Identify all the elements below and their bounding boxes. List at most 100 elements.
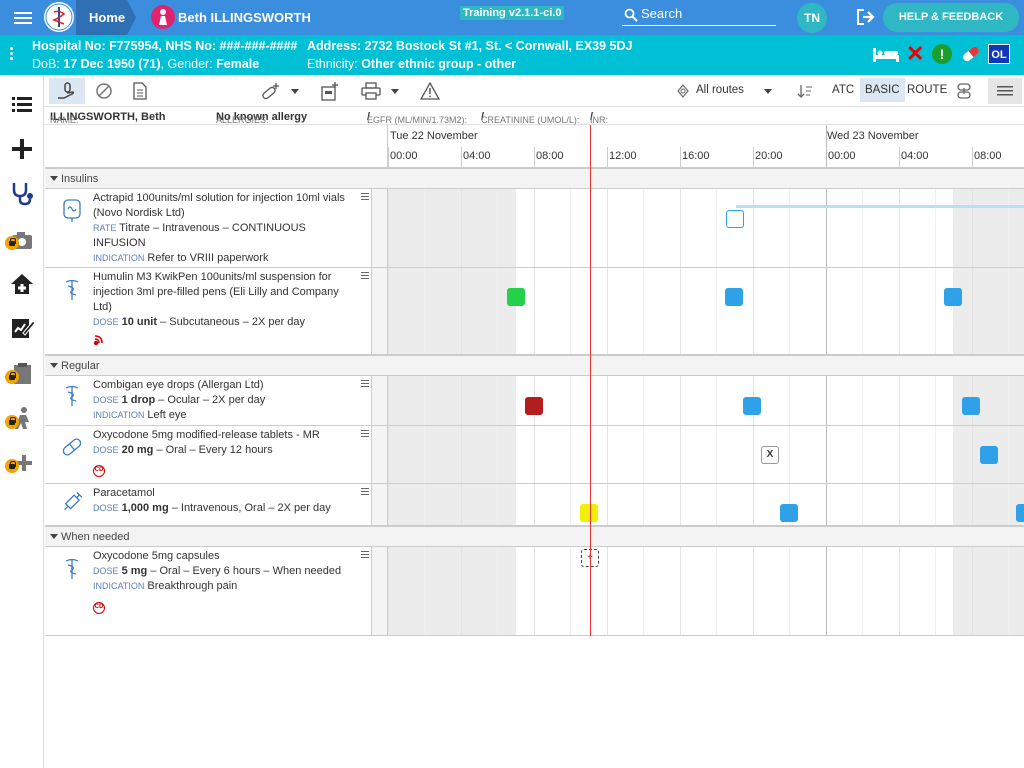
administration-scheduled[interactable] (1016, 504, 1024, 522)
pill-plus-icon (262, 83, 279, 100)
basic-view-button[interactable]: BASIC (860, 78, 905, 102)
document-button[interactable] (129, 78, 151, 104)
egfr-info: EGFR (ML/MIN/1.73M2): / (367, 111, 468, 125)
drug-name: Humulin M3 KwikPen 100units/ml suspensio… (93, 271, 339, 313)
infusion-start-marker[interactable] (726, 210, 744, 228)
more-vertical-icon[interactable] (10, 47, 14, 62)
patient-banner: Hospital No: F775954, NHS No: ###-###-##… (0, 35, 1024, 75)
infusion-bar (736, 205, 1024, 208)
cancel-button[interactable] (91, 78, 117, 104)
row-menu-icon[interactable] (361, 193, 369, 202)
row-menu-icon[interactable] (361, 430, 369, 439)
row-menu-icon[interactable] (361, 488, 369, 497)
print-dropdown[interactable] (391, 89, 399, 94)
hour-label: 16:00 (682, 150, 710, 162)
add-icon[interactable] (9, 136, 35, 162)
caduceus-icon (65, 558, 79, 579)
timeline-header: Tue 22 November Wed 23 November 00:00 04:… (45, 125, 1024, 168)
ol-badge[interactable]: OL (988, 44, 1010, 64)
hour-label: 00:00 (390, 150, 418, 162)
add-medication-dropdown[interactable] (291, 89, 299, 94)
current-time-line (590, 125, 591, 636)
section-regular[interactable]: Regular (45, 355, 1024, 376)
drug-name: Oxycodone 5mg modified-release tablets -… (93, 429, 320, 441)
pill-icon[interactable] (960, 44, 982, 64)
patient-name[interactable]: Beth ILLINGSWORTH (178, 10, 311, 25)
medication-row-oxycodone-mr[interactable]: Oxycodone 5mg modified-release tablets -… (45, 426, 1024, 484)
list-icon[interactable] (9, 92, 35, 118)
link-icon[interactable] (956, 82, 972, 100)
lock-icon (5, 370, 19, 384)
patient-address: Address: 2732 Bostock St #1, St. < Cornw… (307, 39, 633, 53)
row-menu-icon[interactable] (361, 272, 369, 281)
training-badge: Training v2.1.1-ci.0 (460, 6, 565, 20)
add-medication-button[interactable] (259, 78, 283, 104)
administration-scheduled[interactable] (980, 446, 998, 464)
controlled-drug-badge: CD (93, 465, 105, 477)
atc-view-button[interactable]: ATC (832, 84, 855, 96)
administration-scheduled[interactable] (725, 288, 743, 306)
app-logo (44, 2, 74, 32)
section-insulins[interactable]: Insulins (45, 168, 1024, 189)
home-button[interactable] (76, 0, 136, 35)
home-label[interactable]: Home (89, 10, 126, 25)
medication-row-oxycodone-caps[interactable]: Oxycodone 5mg capsules DOSE 5 mg – Oral … (45, 547, 1024, 636)
search-input[interactable]: Search (622, 6, 776, 26)
stethoscope-icon[interactable] (9, 180, 35, 206)
drug-name: Combigan eye drops (Allergan Ltd) (93, 379, 264, 391)
sort-icon[interactable] (797, 83, 813, 99)
search-icon (624, 8, 638, 22)
warning-triangle-icon (420, 82, 440, 100)
medication-chart: Insulins Actrapid 100units/ml solution f… (45, 125, 1024, 636)
medication-row-combigan[interactable]: Combigan eye drops (Allergan Ltd) DOSE 1… (45, 376, 1024, 426)
alert-x-icon[interactable]: ✕ (906, 41, 925, 66)
bed-icon[interactable] (872, 45, 900, 63)
medication-row-paracetamol[interactable]: Paracetamol DOSE 1,000 mg – Intravenous,… (45, 484, 1024, 526)
print-button[interactable] (358, 78, 384, 104)
lock-icon (5, 236, 19, 250)
home-plus-icon[interactable] (9, 271, 35, 297)
allergies-info: ALLERGIES: No known allergy (216, 111, 308, 125)
hour-label: 08:00 (974, 150, 1002, 162)
hour-label: 12:00 (609, 150, 637, 162)
help-feedback-button[interactable]: HELP & FEEDBACK (883, 3, 1019, 32)
administration-cancelled[interactable]: X (761, 446, 779, 464)
row-menu-icon[interactable] (361, 551, 369, 560)
wireless-alert-icon (93, 335, 103, 346)
chart-plus-icon (321, 82, 338, 101)
hour-label: 08:00 (536, 150, 564, 162)
administration-not-given[interactable] (525, 397, 543, 415)
administer-button[interactable] (49, 78, 85, 104)
administration-scheduled[interactable] (780, 504, 798, 522)
top-bar: Home Beth ILLINGSWORTH Training v2.1.1-c… (0, 0, 1024, 35)
warning-exclamation-icon[interactable]: ! (932, 44, 952, 64)
administration-scheduled[interactable] (944, 288, 962, 306)
route-view-button[interactable]: ROUTE (907, 84, 948, 96)
view-menu-button[interactable] (988, 78, 1022, 104)
medication-row-actrapid[interactable]: Actrapid 100units/ml solution for inject… (45, 189, 1024, 268)
administration-scheduled[interactable] (743, 397, 761, 415)
drug-name: Actrapid 100units/ml solution for inject… (93, 192, 345, 219)
logout-icon[interactable] (856, 8, 876, 26)
medication-row-humulin[interactable]: Humulin M3 KwikPen 100units/ml suspensio… (45, 268, 1024, 355)
routes-select[interactable]: All routes (696, 84, 744, 96)
menu-icon[interactable] (14, 9, 32, 25)
hamburger-icon (997, 86, 1013, 96)
lock-icon (5, 415, 19, 429)
administration-due[interactable] (580, 504, 598, 522)
caduceus-icon (65, 385, 79, 406)
edit-document-icon[interactable] (9, 315, 35, 341)
routes-dropdown[interactable] (764, 89, 772, 94)
row-menu-icon[interactable] (361, 380, 369, 389)
caduceus-icon (65, 279, 79, 300)
routes-icon (677, 84, 689, 98)
add-locked-icon[interactable] (9, 449, 35, 475)
section-when-needed[interactable]: When needed (45, 526, 1024, 547)
ethnicity: Ethnicity: Other ethnic group - other (307, 57, 517, 71)
people-icon[interactable] (9, 405, 35, 431)
administration-scheduled[interactable] (962, 397, 980, 415)
warnings-button[interactable] (418, 78, 442, 104)
add-chart-button[interactable] (318, 78, 342, 104)
user-avatar[interactable]: TN (797, 3, 827, 33)
administration-given[interactable] (507, 288, 525, 306)
